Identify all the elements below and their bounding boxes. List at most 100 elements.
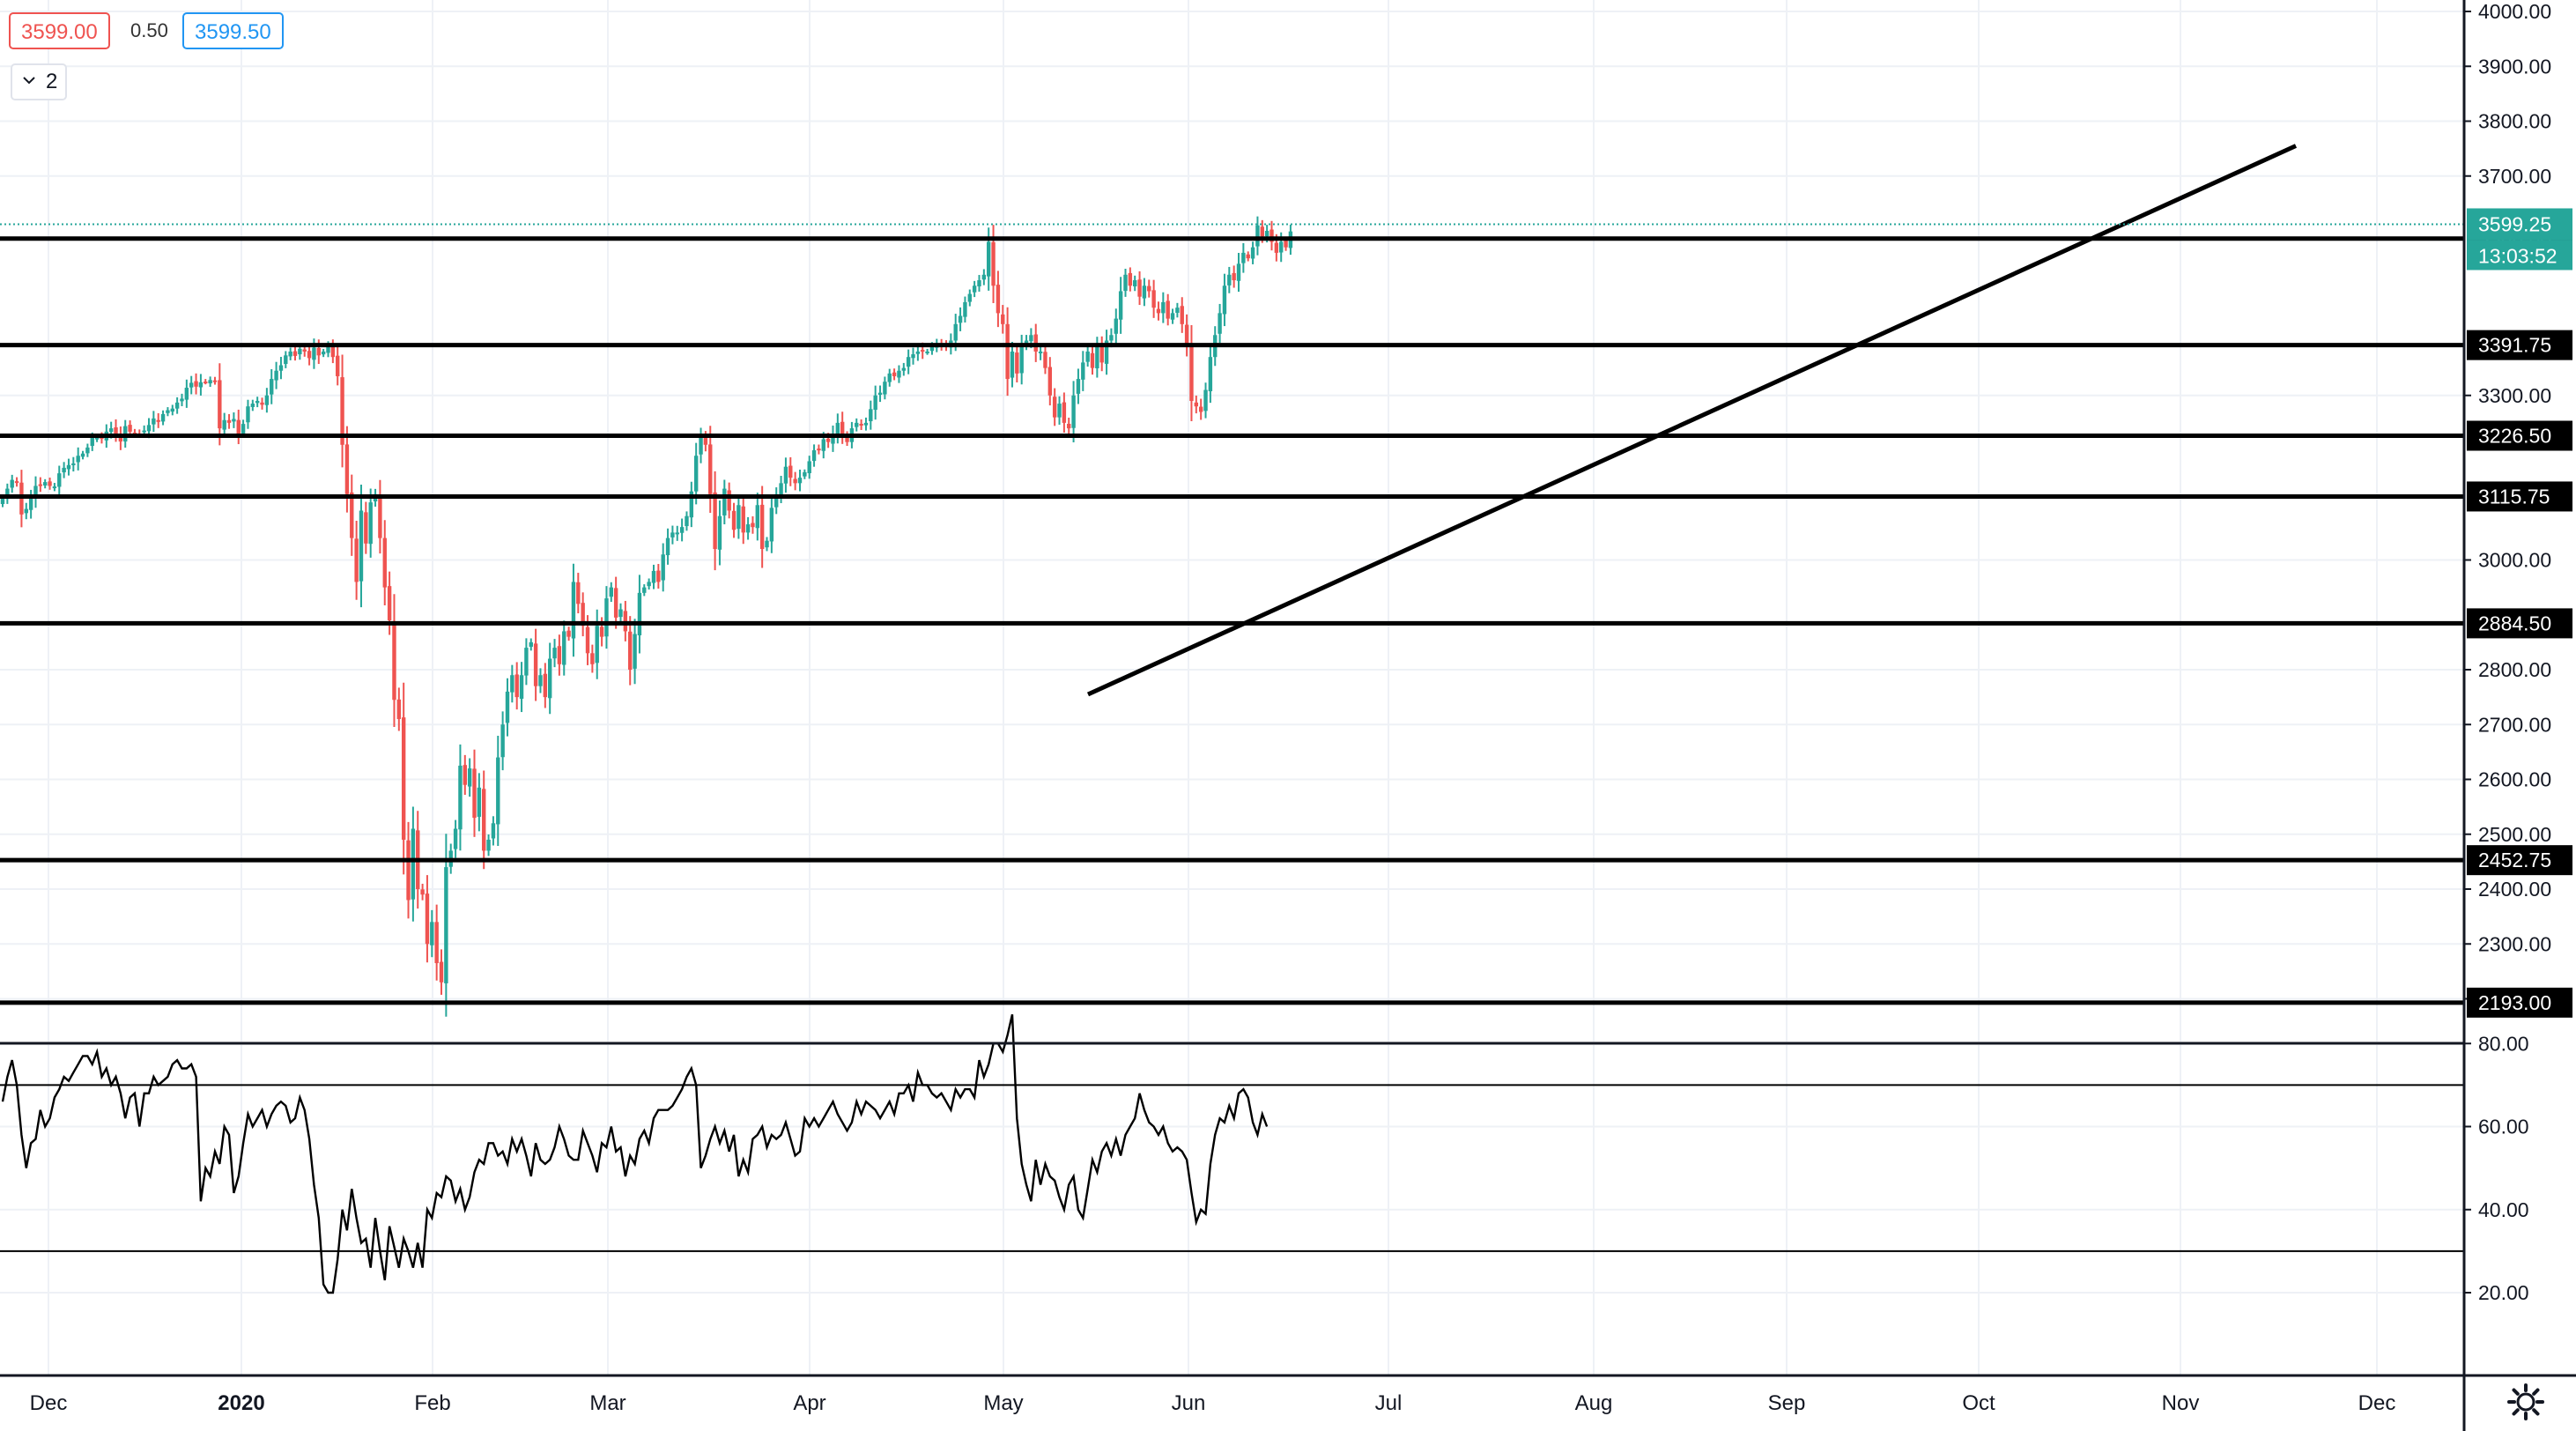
candle <box>977 275 981 292</box>
candle <box>482 770 486 870</box>
candle <box>1184 314 1189 357</box>
candle-body <box>708 444 713 494</box>
candle-body <box>246 406 250 423</box>
candle-body <box>411 828 416 900</box>
time-tick-label: Jun <box>1172 1391 1206 1415</box>
candle <box>803 469 807 479</box>
candle-body <box>184 388 189 400</box>
candle-body <box>33 486 38 499</box>
candle <box>1123 268 1128 297</box>
candle-body <box>1076 379 1081 394</box>
candle <box>1104 330 1109 375</box>
candle-body <box>76 456 80 463</box>
candle-body <box>14 481 19 484</box>
candle-body <box>439 961 444 982</box>
candle-body <box>1015 352 1019 374</box>
level-label-bg <box>2467 845 2572 876</box>
candle-body <box>420 889 425 895</box>
candle <box>759 486 765 568</box>
candle-body <box>222 419 226 430</box>
candle <box>656 564 661 589</box>
chevron-down-icon <box>23 77 35 85</box>
candle-body <box>292 351 298 356</box>
candle-body <box>226 419 232 423</box>
countdown-badge <box>2467 240 2572 271</box>
candle-body <box>991 241 996 286</box>
candle <box>737 494 741 539</box>
candle-body <box>675 532 679 535</box>
candle <box>174 397 180 414</box>
candle <box>595 609 599 679</box>
candle <box>458 744 463 851</box>
rsi-tick-label: 80.00 <box>2478 1032 2529 1055</box>
candle-body <box>811 450 817 462</box>
candle-body <box>793 478 797 484</box>
candle-body <box>722 488 727 515</box>
candle-body <box>132 432 137 434</box>
candle-body <box>316 347 321 356</box>
candle-body <box>174 402 180 409</box>
candle-body <box>727 490 731 511</box>
candle-body <box>628 631 633 670</box>
trendline[interactable] <box>1086 144 2298 697</box>
candle-body <box>505 691 510 723</box>
candle-body <box>915 351 921 354</box>
bid-price-box[interactable]: 3599.00 <box>9 12 110 49</box>
candle-body <box>1166 300 1170 319</box>
candle-body <box>977 280 981 286</box>
candle-body <box>396 699 402 720</box>
candle <box>1099 336 1104 372</box>
candle <box>1194 395 1199 414</box>
candle <box>368 488 373 558</box>
candle <box>1015 343 1019 383</box>
price-axis: 4000.00 3900.00 3800.00 3700.00 3300.00 3000.… <box>2464 0 2572 1304</box>
candle <box>52 483 57 492</box>
candle <box>14 477 19 487</box>
candle-body <box>1090 352 1095 368</box>
candle-body <box>204 382 208 384</box>
candle-body <box>491 823 496 839</box>
level-label-bg <box>2467 481 2572 512</box>
level-label: 3226.50 <box>2478 425 2551 448</box>
gear-icon[interactable] <box>2504 1380 2548 1424</box>
candle-body <box>901 367 907 371</box>
candle-body <box>953 323 958 341</box>
candle <box>292 346 298 361</box>
candle <box>869 400 873 430</box>
candle-body <box>288 351 292 357</box>
studies-toggle-button[interactable]: 2 <box>11 63 67 100</box>
candle <box>354 521 359 600</box>
candle <box>114 419 118 442</box>
candle <box>958 307 963 331</box>
candle-body <box>533 643 538 686</box>
candle-body <box>241 424 246 434</box>
candle-body <box>326 345 330 353</box>
candle-body <box>665 538 670 556</box>
candle <box>981 269 987 285</box>
candle <box>486 834 491 856</box>
candle-body <box>863 422 869 426</box>
candle <box>85 443 90 457</box>
candle <box>378 479 382 554</box>
candle <box>1137 271 1142 306</box>
candle <box>637 575 642 654</box>
candle <box>661 543 665 592</box>
candle <box>835 413 840 444</box>
candle <box>892 368 897 381</box>
candle-body <box>330 345 336 358</box>
rsi-tick-label: 60.00 <box>2478 1116 2529 1138</box>
candle <box>505 678 510 737</box>
candle <box>1095 337 1099 378</box>
current-price-label: 3599.25 <box>2478 212 2551 235</box>
ask-price-box[interactable]: 3599.50 <box>182 12 284 49</box>
candle-body <box>877 392 883 396</box>
candle <box>156 412 160 428</box>
candle-body <box>1194 402 1199 407</box>
candle <box>1076 368 1081 404</box>
candle-body <box>354 538 359 582</box>
candle <box>1208 345 1213 404</box>
candle <box>741 494 745 545</box>
candle-body <box>633 634 637 669</box>
candle <box>685 511 689 531</box>
